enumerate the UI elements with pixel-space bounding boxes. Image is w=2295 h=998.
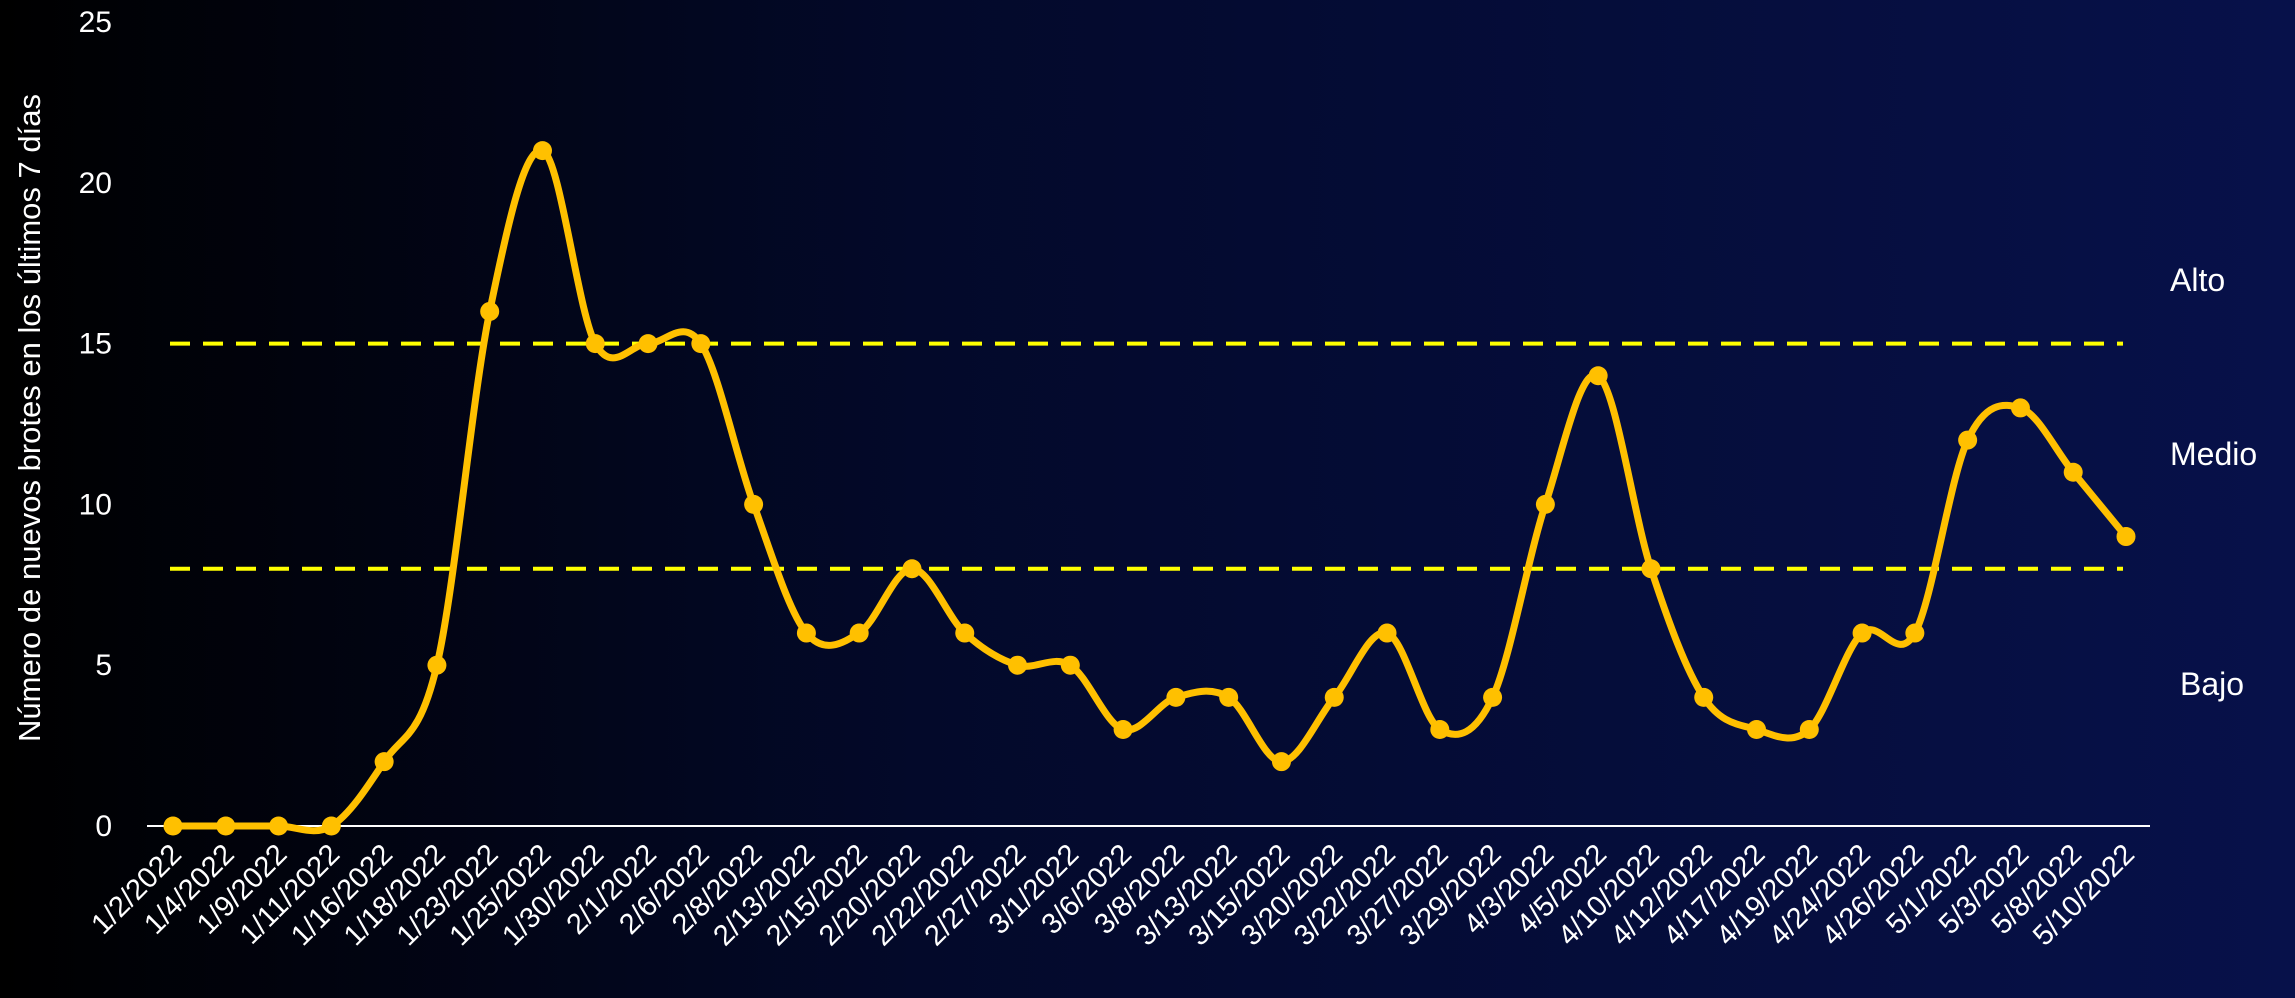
- y-tick-label: 5: [95, 649, 112, 682]
- level-label-alto: Alto: [2170, 262, 2225, 298]
- data-point: [1694, 687, 1714, 707]
- y-tick-label: 10: [79, 488, 112, 521]
- threshold-lines: [170, 341, 2123, 571]
- level-label-medio: Medio: [2170, 436, 2257, 472]
- data-point: [321, 816, 341, 836]
- data-point: [216, 816, 236, 836]
- data-point: [1008, 655, 1028, 675]
- data-point: [638, 334, 658, 354]
- data-point: [1377, 623, 1397, 643]
- data-point: [1324, 687, 1344, 707]
- data-point: [1905, 623, 1925, 643]
- data-point: [2116, 527, 2136, 547]
- data-point: [744, 494, 764, 514]
- data-point: [1430, 720, 1450, 740]
- y-tick-label: 25: [79, 6, 112, 39]
- data-point: [269, 816, 289, 836]
- data-point: [902, 559, 922, 579]
- data-point: [480, 301, 500, 321]
- data-point: [532, 141, 552, 161]
- data-point: [2010, 398, 2030, 418]
- data-points: [163, 141, 2136, 836]
- data-point: [1799, 720, 1819, 740]
- series-line-path: [169, 147, 2130, 835]
- data-point: [163, 816, 183, 836]
- data-point: [849, 623, 869, 643]
- data-point: [1958, 430, 1978, 450]
- data-point: [1166, 687, 1186, 707]
- data-point: [374, 752, 394, 772]
- data-point: [955, 623, 975, 643]
- y-axis-ticks: 0 5 10 15 20 25: [79, 6, 112, 843]
- series-line: [169, 147, 2130, 835]
- y-tick-label: 15: [79, 328, 112, 361]
- data-point: [427, 655, 447, 675]
- data-point: [2063, 462, 2083, 482]
- data-point: [1588, 366, 1608, 386]
- data-point: [796, 623, 816, 643]
- y-tick-label: 0: [95, 810, 112, 843]
- data-point: [1535, 494, 1555, 514]
- y-axis-label: Número de nuevos brotes en los últimos 7…: [12, 94, 47, 742]
- y-tick-label: 20: [79, 167, 112, 200]
- data-point: [1641, 559, 1661, 579]
- data-point: [585, 334, 605, 354]
- data-point: [1271, 752, 1291, 772]
- data-point: [1060, 655, 1080, 675]
- data-point: [1113, 720, 1133, 740]
- data-point: [1747, 720, 1767, 740]
- data-point: [1852, 623, 1872, 643]
- level-label-bajo: Bajo: [2180, 666, 2244, 702]
- data-point: [1483, 687, 1503, 707]
- x-axis-ticks: 1/2/20221/4/20221/9/20221/11/20221/16/20…: [85, 838, 2140, 952]
- data-point: [691, 334, 711, 354]
- data-point: [1219, 687, 1239, 707]
